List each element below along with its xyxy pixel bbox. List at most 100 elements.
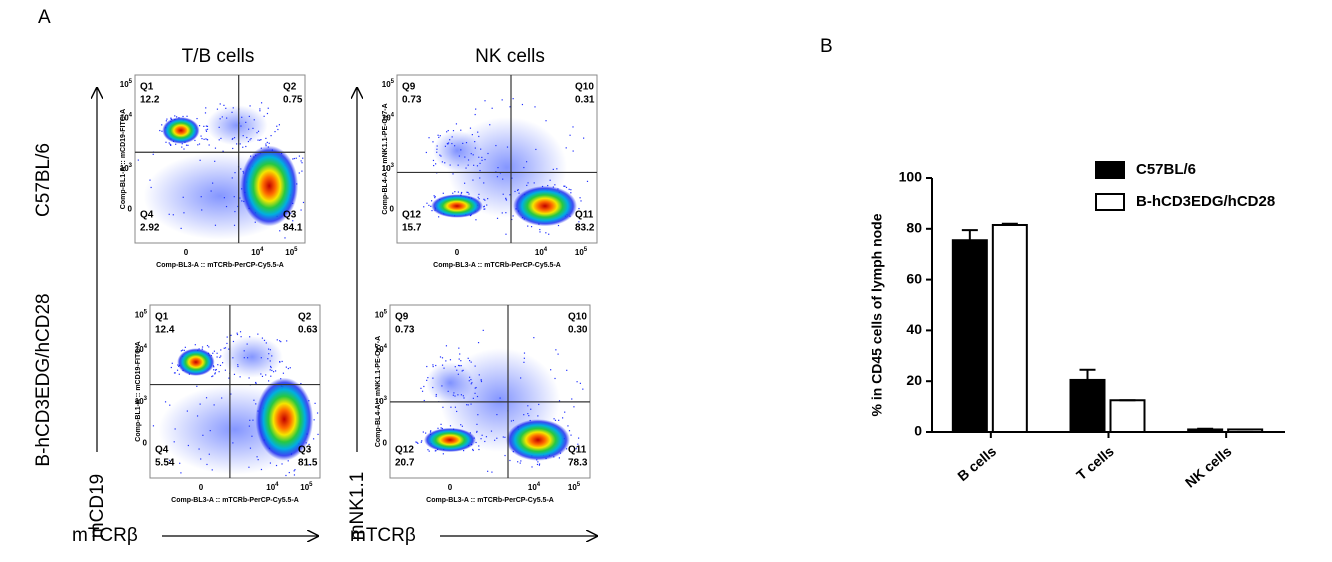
- event-dot: [240, 336, 242, 338]
- event-dot: [565, 186, 568, 189]
- event-dot: [213, 369, 215, 371]
- y-tick-label: 80: [906, 220, 922, 236]
- event-dot: [182, 115, 184, 118]
- event-dot: [198, 143, 201, 145]
- event-dot: [223, 104, 225, 106]
- event-dot: [230, 334, 232, 336]
- event-dot: [432, 141, 434, 143]
- event-dot: [554, 419, 557, 421]
- event-dot: [435, 364, 437, 367]
- event-dot: [302, 157, 304, 159]
- tick-label: 104: [375, 344, 388, 355]
- tick-exp: 4: [129, 112, 133, 118]
- event-dot: [221, 362, 224, 364]
- tick-base: 0: [383, 439, 388, 448]
- bar: [1109, 399, 1146, 433]
- tick-base: 0: [184, 248, 189, 257]
- bar: [1187, 428, 1224, 433]
- event-dot: [570, 434, 572, 436]
- y-parameter: Comp-BL1-A :: mCD19-FITC-A: [120, 109, 127, 209]
- quadrant-name: Q4: [140, 210, 154, 221]
- event-dot: [220, 349, 222, 351]
- event-dot: [170, 144, 172, 146]
- event-dot: [576, 381, 578, 383]
- tick-base: 10: [135, 345, 144, 354]
- tick-label: 0: [390, 205, 395, 214]
- event-dot: [203, 138, 205, 140]
- tick-exp: 5: [584, 247, 588, 253]
- event-dot: [426, 365, 428, 368]
- event-dot: [286, 340, 288, 342]
- event-dot: [557, 353, 559, 355]
- event-dot: [174, 372, 176, 374]
- event-dot: [437, 427, 439, 429]
- event-dot: [233, 373, 236, 375]
- event-dot: [198, 125, 201, 127]
- tick-base: 0: [390, 205, 395, 214]
- event-dot: [226, 342, 228, 345]
- event-dot: [428, 450, 430, 452]
- quadrant-value: 84.1: [283, 223, 303, 234]
- event-dot: [564, 411, 566, 413]
- event-dot: [219, 103, 221, 105]
- event-dot: [174, 115, 176, 117]
- event-dot: [446, 131, 448, 133]
- event-dot: [563, 185, 565, 187]
- tick-exp: 3: [144, 395, 148, 401]
- event-dot: [555, 349, 557, 351]
- event-dot: [434, 450, 436, 452]
- event-dot: [533, 337, 535, 339]
- event-dot: [178, 373, 180, 375]
- event-dot: [432, 365, 434, 368]
- event-dot: [586, 180, 589, 182]
- event-dot: [259, 139, 261, 141]
- event-dot: [248, 377, 250, 379]
- event-dot: [509, 106, 511, 108]
- event-dot: [557, 224, 560, 227]
- density-blob: [206, 105, 268, 146]
- tick-base: 10: [251, 248, 260, 257]
- event-dot: [301, 162, 303, 164]
- tick-label: 104: [120, 112, 133, 123]
- tick-label: 0: [128, 205, 133, 214]
- event-dot: [445, 345, 448, 347]
- event-dot: [166, 118, 168, 120]
- tick-exp: 4: [384, 344, 388, 350]
- event-dot: [317, 433, 319, 436]
- quadrant-name: Q10: [568, 312, 587, 323]
- event-dot: [214, 369, 217, 371]
- event-dot: [194, 344, 196, 346]
- x-tick-label: B cells: [954, 443, 999, 484]
- event-dot: [171, 362, 173, 364]
- event-dot: [432, 159, 435, 162]
- event-dot: [281, 360, 283, 363]
- tick-base: 10: [375, 397, 384, 406]
- event-dot: [472, 448, 474, 451]
- event-dot: [206, 344, 209, 347]
- event-dot: [289, 367, 291, 369]
- event-dot: [161, 130, 163, 132]
- tick-label: 103: [120, 163, 133, 174]
- tick-label: 105: [568, 482, 581, 493]
- event-dot: [427, 449, 429, 451]
- event-dot: [505, 233, 507, 235]
- event-dot: [293, 470, 295, 472]
- tick-label: 105: [575, 247, 588, 258]
- event-dot: [496, 217, 499, 219]
- tick-base: 0: [128, 205, 133, 214]
- event-dot: [575, 448, 577, 450]
- tick-base: 10: [300, 483, 309, 492]
- event-dot: [475, 219, 477, 221]
- quadrant-value: 0.75: [283, 95, 303, 106]
- event-dot: [169, 143, 171, 145]
- event-dot: [204, 112, 207, 114]
- event-dot: [582, 388, 584, 390]
- column-title: NK cells: [475, 46, 545, 67]
- tick-exp: 4: [260, 247, 264, 253]
- event-dot: [491, 471, 493, 473]
- event-dot: [539, 231, 541, 233]
- event-dot: [293, 474, 296, 476]
- tick-base: 10: [382, 114, 391, 123]
- tick-base: 10: [120, 80, 129, 89]
